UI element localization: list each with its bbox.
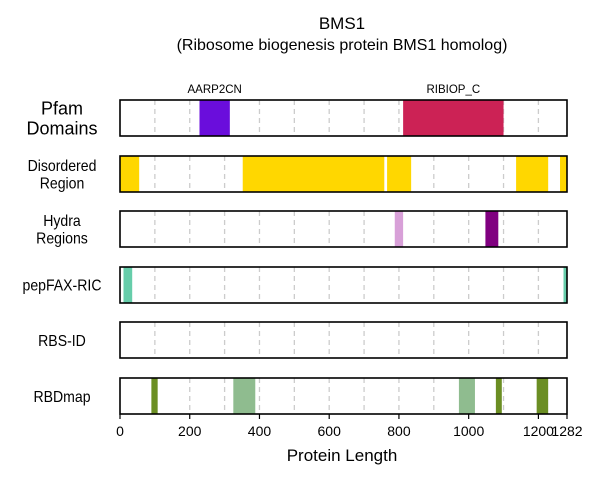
track-3: Hydra Regions bbox=[36, 210, 568, 248]
x-tick-label: 200 bbox=[178, 423, 202, 439]
track-panels: AARP2CN RIBIOP_C Pfam Domains Disordered Regi… bbox=[22, 84, 568, 415]
x-tick-label: 1000 bbox=[453, 423, 484, 439]
track-border bbox=[119, 210, 568, 248]
track-background bbox=[120, 267, 567, 303]
track-border bbox=[119, 266, 568, 304]
track-name: Hydra Regions bbox=[36, 212, 88, 248]
track-6: RBDmap bbox=[33, 377, 568, 415]
chart-title: BMS1 bbox=[319, 14, 365, 33]
track-name: RBDmap bbox=[33, 388, 90, 406]
track-background bbox=[120, 322, 567, 358]
track-name: RBS-ID bbox=[38, 332, 86, 350]
x-tick-label: 400 bbox=[248, 423, 272, 439]
track-1: AARP2CN RIBIOP_C Pfam Domains bbox=[26, 84, 568, 139]
segment-2-3 bbox=[387, 156, 412, 192]
x-tick-label: 1282 bbox=[551, 423, 582, 439]
x-tick-label: 600 bbox=[318, 423, 342, 439]
segment-4-2 bbox=[563, 267, 567, 303]
x-tick-label: 1200 bbox=[523, 423, 554, 439]
track-name: pepFAX-RIC bbox=[22, 277, 101, 295]
chart-subtitle: (Ribosome biogenesis protein BMS1 homolo… bbox=[177, 37, 508, 54]
x-tick-label: 800 bbox=[387, 423, 411, 439]
track-4: pepFAX-RIC bbox=[22, 266, 568, 304]
track-border bbox=[119, 99, 568, 137]
track-border bbox=[119, 155, 568, 193]
track-2: Disordered Region bbox=[28, 155, 568, 193]
segment-4-1 bbox=[123, 267, 133, 303]
x-tick-label: 0 bbox=[116, 423, 124, 439]
segment-6-4 bbox=[495, 378, 502, 414]
track-name: Pfam Domains bbox=[26, 99, 97, 139]
segment-2-2 bbox=[242, 156, 385, 192]
track-name: Disordered Region bbox=[28, 157, 97, 193]
segment-6-5 bbox=[536, 378, 549, 414]
segment-1-1 bbox=[199, 100, 230, 136]
track-background bbox=[120, 378, 567, 414]
segment-1-2 bbox=[403, 100, 504, 136]
track-5: RBS-ID bbox=[38, 321, 568, 359]
x-axis-label: Protein Length bbox=[287, 446, 398, 465]
segment-6-1 bbox=[151, 378, 158, 414]
track-border bbox=[119, 321, 568, 359]
segment-2-5 bbox=[560, 156, 567, 192]
track-border bbox=[119, 377, 568, 415]
segment-2-4 bbox=[516, 156, 549, 192]
segment-6-3 bbox=[458, 378, 475, 414]
segment-3-1 bbox=[394, 211, 404, 247]
segment-6-2 bbox=[233, 378, 256, 414]
segment-3-2 bbox=[485, 211, 499, 247]
segment-2-1 bbox=[120, 156, 140, 192]
segment-label: AARP2CN bbox=[188, 84, 242, 96]
segment-label: RIBIOP_C bbox=[426, 84, 480, 96]
track-background bbox=[120, 211, 567, 247]
